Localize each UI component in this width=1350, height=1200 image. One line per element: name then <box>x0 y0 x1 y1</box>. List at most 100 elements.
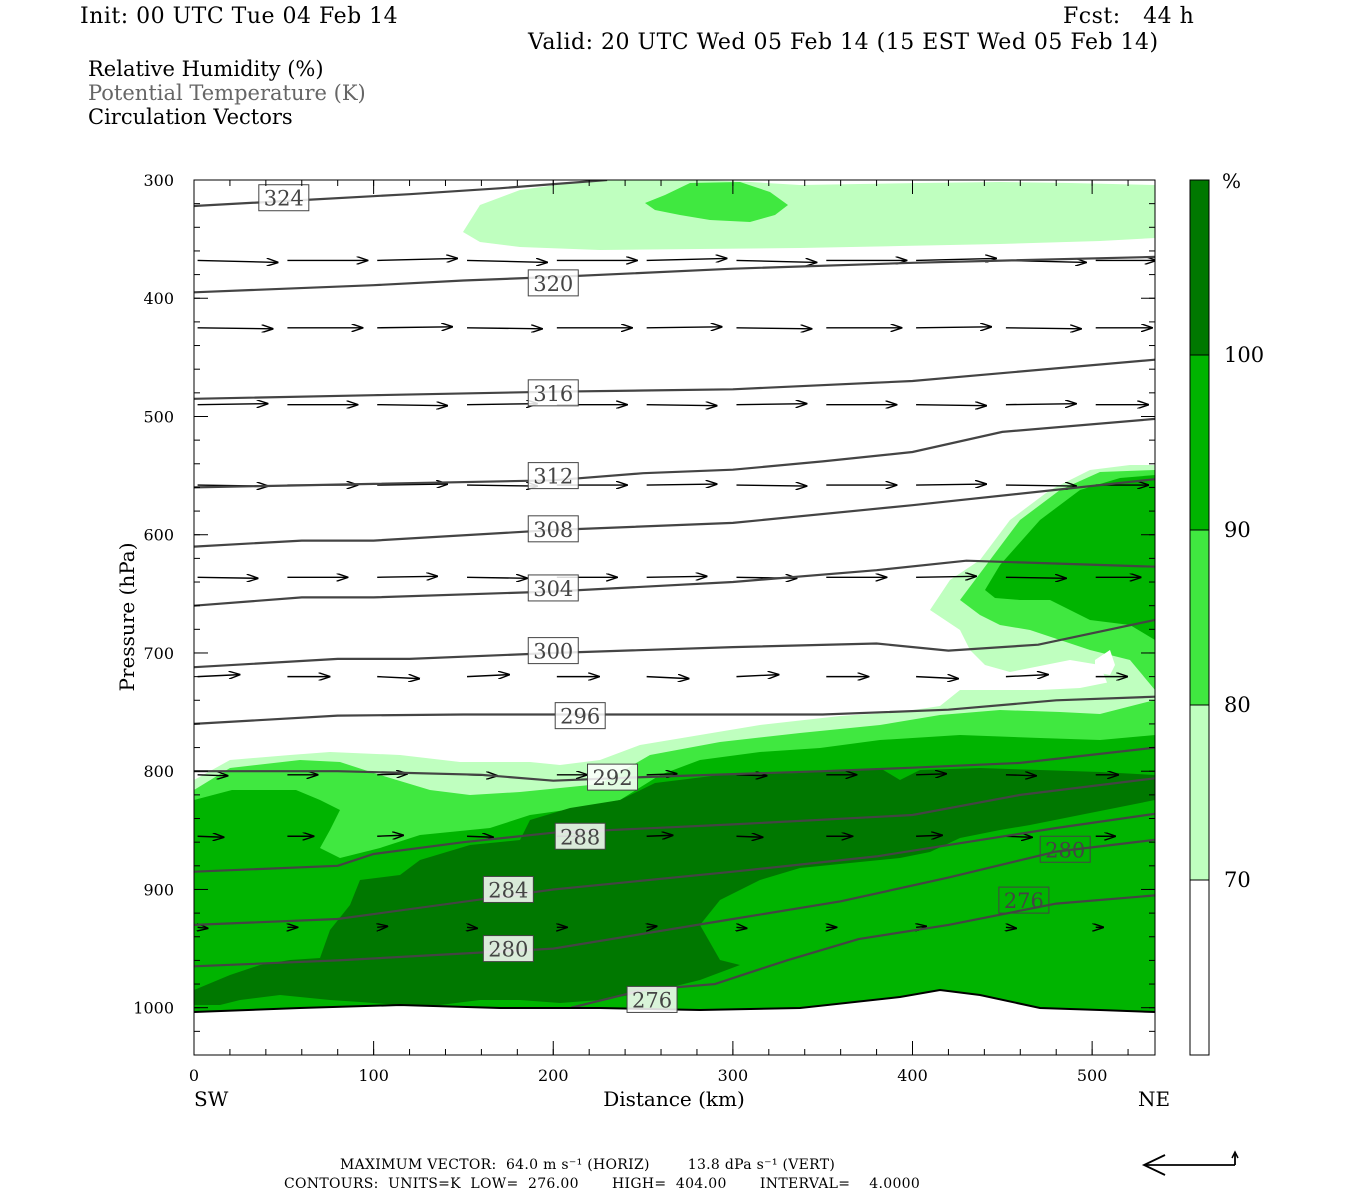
circulation-vector <box>916 484 986 485</box>
colorbar-segment <box>1189 879 1210 1056</box>
colorbar-label: 100 <box>1224 343 1264 367</box>
theta-label: 312 <box>533 465 573 489</box>
circulation-vector <box>646 835 673 836</box>
theta-label-box <box>626 985 678 1013</box>
colorbar-label: 70 <box>1224 868 1251 892</box>
circulation-vector <box>467 836 493 837</box>
y-tick-label: 700 <box>143 644 174 663</box>
colorbar-segment <box>1189 179 1210 356</box>
reference-vector-icon <box>1141 1150 1239 1176</box>
theta-label: 280 <box>488 938 528 962</box>
circulation-vector <box>736 328 811 329</box>
max-vector-note: MAXIMUM VECTOR: 64.0 m s⁻¹ (HORIZ) 13.8 … <box>340 1157 836 1173</box>
theta-label: 284 <box>488 878 528 902</box>
colorbar-unit: % <box>1222 169 1241 193</box>
theta-label: 324 <box>264 187 304 211</box>
circulation-vector <box>1005 404 1076 405</box>
circulation-vector <box>467 577 527 578</box>
circulation-vector <box>1005 577 1066 578</box>
circulation-vector <box>646 327 722 328</box>
legend-theta: Potential Temperature (K) <box>88 81 366 105</box>
theta-label: 276 <box>1004 889 1044 913</box>
circulation-vector <box>916 774 946 775</box>
contour-info: CONTOURS: UNITS=K LOW= 276.00 HIGH= 404.… <box>284 1176 921 1192</box>
circulation-vector <box>736 927 746 928</box>
theta-contour-296 <box>194 695 1155 725</box>
circulation-vector <box>1005 836 1032 837</box>
theta-label-box <box>554 702 606 730</box>
theta-contour-304 <box>194 559 1155 607</box>
circulation-vector <box>467 485 537 486</box>
theta-label-box <box>527 379 579 407</box>
circulation-vector <box>197 260 278 262</box>
circulation-vector <box>646 576 707 577</box>
circulation-vector <box>377 327 452 328</box>
colorbar-segment <box>1189 354 1210 531</box>
forecast-hour: Fcst: 44 h <box>1063 4 1195 29</box>
colorbar-segment <box>1189 529 1210 706</box>
theta-label-box <box>482 875 534 903</box>
y-tick-label: 900 <box>143 880 174 899</box>
theta-label-box <box>527 574 579 602</box>
circulation-vector <box>197 328 273 329</box>
circulation-vector <box>1006 927 1016 928</box>
circulation-vector <box>736 404 806 405</box>
circulation-vector <box>197 836 224 837</box>
y-tick-label: 500 <box>143 407 174 426</box>
x-tick-label: 300 <box>718 1066 749 1085</box>
rh-90-midright <box>985 475 1155 640</box>
circulation-vector <box>916 327 991 328</box>
circulation-vector <box>916 405 986 406</box>
rh-shading <box>194 180 1155 1055</box>
theta-label: 308 <box>533 518 573 542</box>
circulation-vector <box>377 576 437 577</box>
theta-labels: 324 320 316 312 308 304 300 296 292 288 284 280 276 2… <box>258 184 1091 1013</box>
circulation-vector <box>197 404 268 405</box>
rh-gap <box>1095 650 1115 675</box>
circulation-vector <box>736 485 806 486</box>
circulation-vector <box>377 677 419 679</box>
circulation-vector <box>647 926 657 927</box>
circulation-vector <box>1005 328 1081 329</box>
theta-label-box <box>482 935 534 963</box>
y-axis: 300 400 500 600 700 800 900 1000 <box>133 171 1155 1056</box>
y-tick-label: 800 <box>143 762 174 781</box>
circulation-vector <box>197 775 228 776</box>
surface-line <box>193 988 1156 1013</box>
circulation-vector <box>467 260 547 262</box>
theta-label-box <box>258 184 310 212</box>
y-tick-label: 600 <box>143 526 174 545</box>
circulation-vector <box>198 927 208 928</box>
circulation-vector <box>466 675 509 677</box>
x-axis-title: Distance (km) <box>603 1087 745 1111</box>
circulation-vector <box>197 577 258 578</box>
x-tick-label: 100 <box>358 1066 389 1085</box>
colorbar-segment <box>1189 704 1210 881</box>
theta-label: 320 <box>533 272 573 296</box>
theta-label: 276 <box>632 988 672 1012</box>
theta-contour-300 <box>194 618 1155 669</box>
y-tick-label: 300 <box>143 171 174 190</box>
circulation-vector <box>646 405 717 406</box>
theta-contour-320 <box>194 255 1155 294</box>
theta-contour-312 <box>194 417 1155 489</box>
circulation-vector <box>197 675 240 677</box>
circulation-vector <box>1005 485 1076 486</box>
theta-contour-280 <box>194 838 1155 968</box>
rh-100-lower <box>194 768 1155 1005</box>
circulation-vector <box>377 484 447 485</box>
theta-label-box <box>527 637 579 665</box>
theta-label-box <box>554 822 606 850</box>
x-tick-label: 400 <box>897 1066 928 1085</box>
circulation-vector <box>916 576 976 577</box>
circulation-vector <box>736 675 778 677</box>
theta-contour-288 <box>194 777 1155 873</box>
x-tick-label: 0 <box>189 1066 199 1085</box>
colorbar: 100 90 80 70 <box>1189 179 1264 1056</box>
theta-label-box <box>527 462 579 490</box>
circulation-vector <box>916 258 996 260</box>
legend-rh: Relative Humidity (%) <box>88 57 324 81</box>
x-tick-label: 500 <box>1077 1066 1108 1085</box>
circulation-vector <box>1005 775 1036 776</box>
